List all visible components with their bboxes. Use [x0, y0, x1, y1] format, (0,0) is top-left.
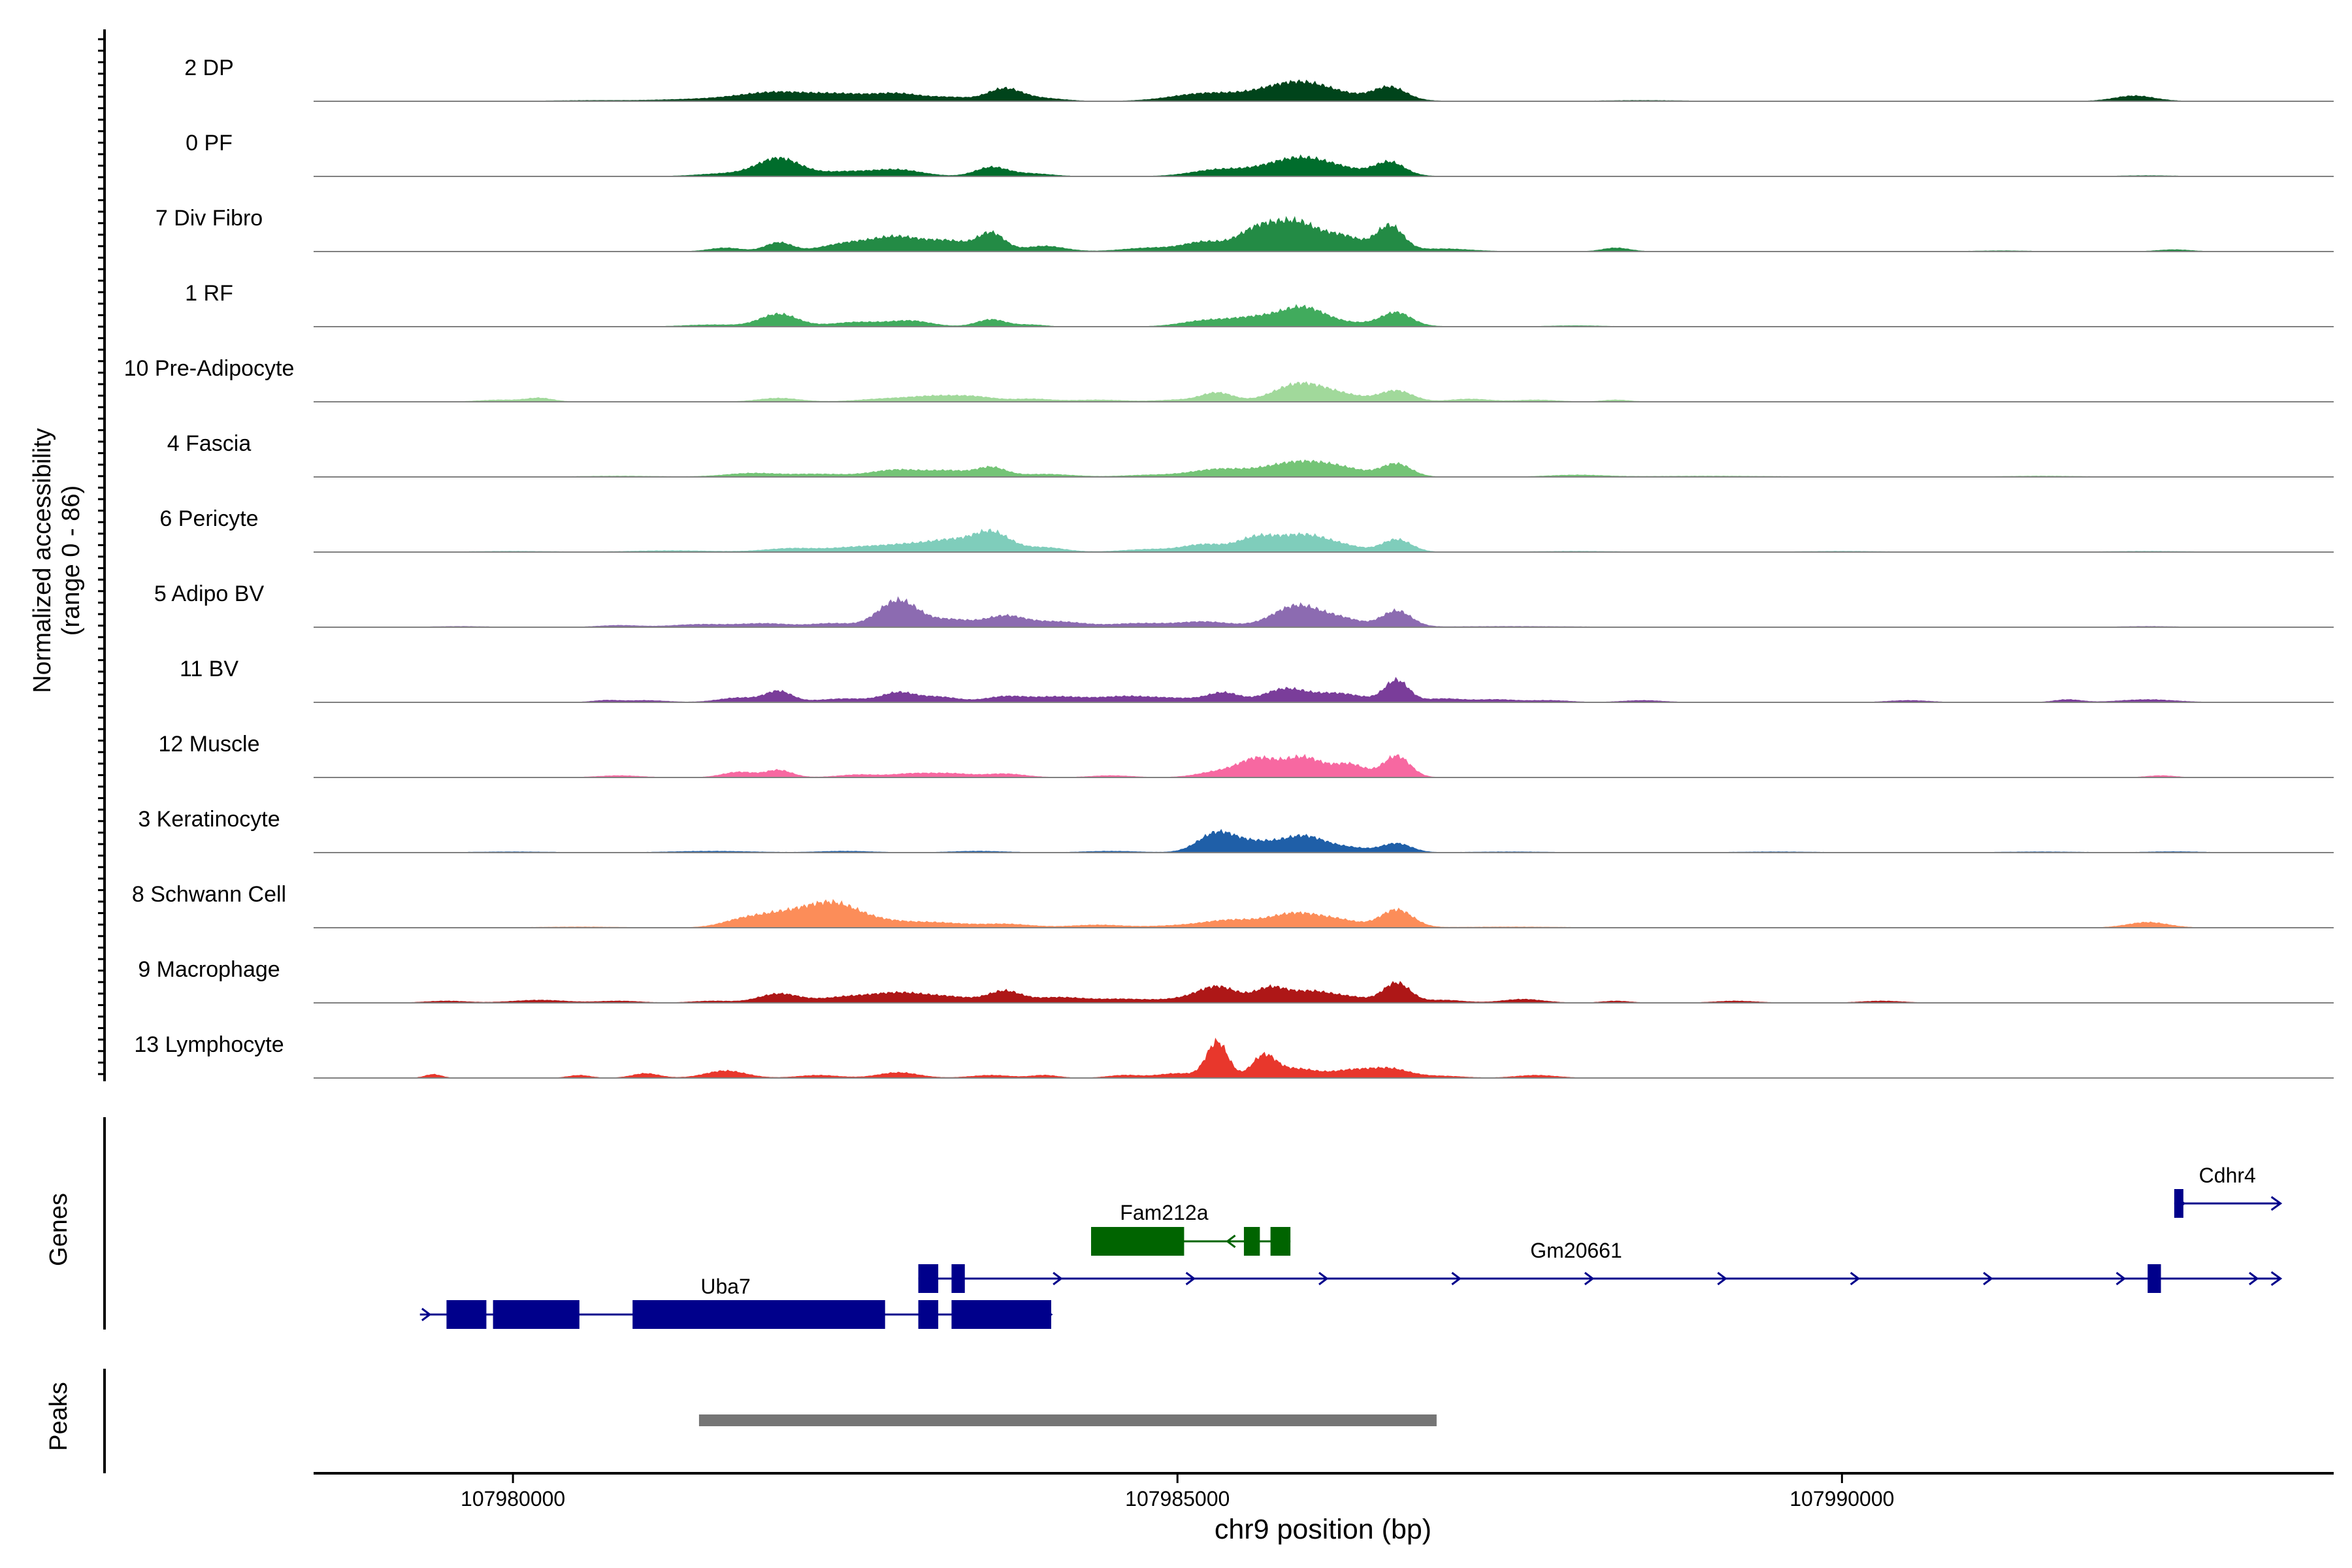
- gene-label: Fam212a: [1120, 1201, 1208, 1224]
- gene-exon: [918, 1300, 939, 1329]
- strand-chevron: [421, 1307, 432, 1322]
- x-axis: 107980000 107985000 107990000: [314, 1472, 2334, 1511]
- track-label: 12 Muscle: [159, 732, 260, 757]
- gene-exon: [2174, 1189, 2183, 1218]
- coverage-area: [314, 677, 2334, 703]
- track-1: 2 DP: [184, 56, 2334, 102]
- track-7: 6 Pericyte: [159, 506, 2334, 553]
- track-label: 4 Fascia: [167, 431, 252, 456]
- gene-exon: [1091, 1227, 1184, 1256]
- x-tick-label: 107990000: [1789, 1487, 1894, 1511]
- track-12: 8 Schwann Cell: [132, 882, 2334, 928]
- x-axis-title: chr9 position (bp): [1215, 1514, 1431, 1545]
- strand-chevron: [1226, 1234, 1236, 1249]
- track-label: 6 Pericyte: [159, 506, 258, 531]
- track-10: 12 Muscle: [159, 732, 2334, 778]
- genes-track: Uba7 Fam212a Gm20661 Cdhr4: [103, 1117, 2283, 1330]
- track-label: 8 Schwann Cell: [132, 882, 286, 907]
- coverage-tracks: 2 DP 0 PF 7 Div Fibro 1 RF 10 Pre-Adipocyte 4…: [124, 56, 2334, 1079]
- strand-chevron: [2249, 1271, 2259, 1286]
- y-axis-title-line2: (range 0 - 86): [57, 485, 85, 636]
- coverage-area: [314, 459, 2334, 478]
- strand-chevron: [1983, 1271, 1993, 1286]
- coverage-area: [314, 899, 2334, 928]
- coverage-area: [314, 596, 2334, 628]
- gene-exon: [1243, 1227, 1260, 1256]
- gene-exon: [446, 1300, 487, 1329]
- gene-label: Cdhr4: [2199, 1164, 2256, 1187]
- coverage-area: [314, 529, 2334, 553]
- coverage-area: [314, 754, 2334, 778]
- track-3: 7 Div Fibro: [155, 206, 2334, 252]
- track-label: 13 Lymphocyte: [134, 1032, 284, 1057]
- strand-chevron: [2115, 1271, 2127, 1286]
- gene-label: Uba7: [700, 1275, 751, 1298]
- y-axis: [98, 29, 106, 1081]
- track-label: 10 Pre-Adipocyte: [124, 356, 295, 381]
- gene-exon: [493, 1300, 580, 1329]
- x-tick-label: 107980000: [461, 1487, 565, 1511]
- gene-uba7: Uba7: [419, 1275, 1053, 1329]
- gene-fam212a: Fam212a: [1091, 1201, 1291, 1256]
- peaks-track-label: Peaks: [45, 1382, 73, 1451]
- strand-chevron: [1318, 1271, 1329, 1286]
- coverage-area: [314, 981, 2334, 1004]
- strand-chevron: [1185, 1271, 1196, 1286]
- gene-exon: [632, 1300, 885, 1329]
- track-5: 10 Pre-Adipocyte: [124, 356, 2334, 402]
- coverage-area: [314, 828, 2334, 853]
- gene-exon: [951, 1264, 965, 1293]
- track-13: 9 Macrophage: [138, 957, 2334, 1004]
- track-2: 0 PF: [186, 131, 2334, 177]
- coverage-area: [314, 381, 2334, 402]
- track-9: 11 BV: [180, 657, 2334, 703]
- track-label: 0 PF: [186, 131, 233, 155]
- x-tick-label: 107985000: [1125, 1487, 1230, 1511]
- track-14: 13 Lymphocyte: [134, 1032, 2334, 1079]
- coverage-area: [314, 154, 2334, 177]
- strand-chevron: [1584, 1271, 1595, 1286]
- strand-chevron: [1850, 1271, 1861, 1286]
- track-11: 3 Keratinocyte: [138, 807, 2334, 853]
- track-label: 3 Keratinocyte: [138, 807, 280, 832]
- gene-exon: [918, 1264, 939, 1293]
- peaks-track: [103, 1369, 1437, 1473]
- strand-chevron: [1451, 1271, 1462, 1286]
- y-axis-title-line1: Normalized accessibility: [29, 428, 56, 693]
- track-label: 9 Macrophage: [138, 957, 280, 982]
- gene-label: Gm20661: [1530, 1239, 1622, 1262]
- gene-cdhr4: Cdhr4: [2174, 1164, 2283, 1218]
- gene-gm20661: Gm20661: [918, 1239, 2283, 1293]
- track-label: 7 Div Fibro: [155, 206, 263, 231]
- track-label: 11 BV: [180, 657, 238, 681]
- gene-exon: [2148, 1264, 2161, 1293]
- track-label: 2 DP: [184, 56, 234, 80]
- gene-exon: [1270, 1227, 1291, 1256]
- strand-arrowhead: [2270, 1196, 2283, 1211]
- strand-arrowhead: [2270, 1271, 2283, 1286]
- gene-exon: [951, 1300, 1051, 1329]
- coverage-area: [314, 304, 2334, 327]
- track-4: 1 RF: [185, 281, 2334, 327]
- coverage-area: [314, 216, 2334, 252]
- genes-track-label: Genes: [45, 1193, 73, 1266]
- strand-chevron: [1717, 1271, 1727, 1286]
- track-6: 4 Fascia: [167, 431, 2334, 478]
- coverage-area: [314, 79, 2334, 102]
- coverage-area: [314, 1037, 2334, 1079]
- track-label: 1 RF: [185, 281, 233, 306]
- strand-chevron: [1053, 1271, 1063, 1286]
- peak-region: [698, 1414, 1437, 1426]
- track-label: 5 Adipo BV: [154, 581, 265, 606]
- track-8: 5 Adipo BV: [154, 581, 2334, 628]
